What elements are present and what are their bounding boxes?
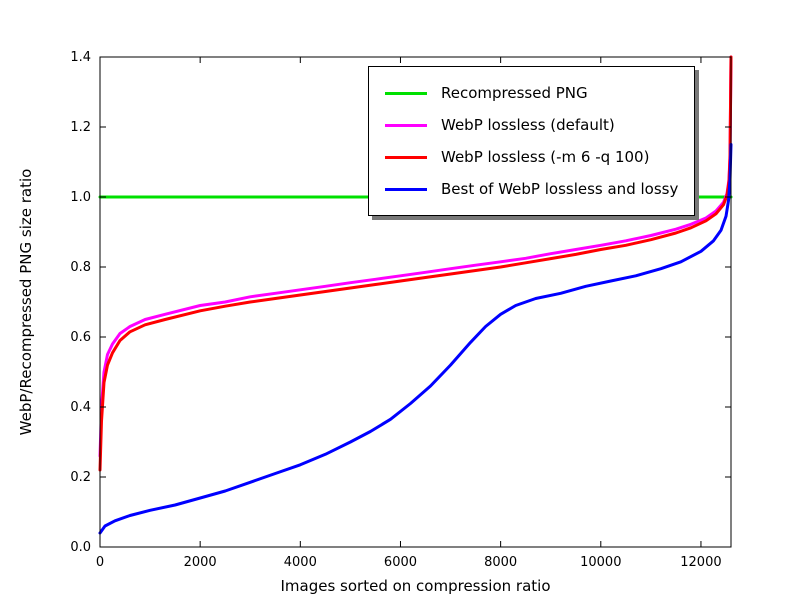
series-line-1 [98,55,733,458]
plot-frame [99,56,732,548]
legend-label: WebP lossless (default) [441,116,615,134]
y-tick-label: 0.2 [70,470,91,485]
y-tick-label: 1.4 [70,50,91,65]
x-tick-label: 0 [96,555,104,570]
y-tick-label: 1.2 [70,120,91,135]
legend-item: Best of WebP lossless and lossy [385,173,678,205]
legend-line-swatch [385,187,427,191]
y-axis-label: WebP/Recompressed PNG size ratio [17,168,35,436]
x-axis-label: Images sorted on compression ratio [280,577,551,595]
y-tick-label: 0.0 [70,540,91,555]
legend-item: WebP lossless (-m 6 -q 100) [385,141,678,173]
legend-line-swatch [385,123,427,127]
series-line-2 [98,55,733,472]
x-tick-label: 8000 [484,555,517,570]
x-tick-label: 6000 [384,555,417,570]
legend-label: Recompressed PNG [441,84,588,102]
x-tick-label: 2000 [184,555,217,570]
legend-line-swatch [385,155,427,159]
x-tick-label: 4000 [284,555,317,570]
legend-label: WebP lossless (-m 6 -q 100) [441,148,650,166]
x-tick-label: 10000 [580,555,621,570]
legend-item: Recompressed PNG [385,77,678,109]
y-tick-label: 0.6 [70,330,91,345]
legend-item: WebP lossless (default) [385,109,678,141]
series-line-3 [98,143,733,535]
legend: Recompressed PNG WebP lossless (default)… [368,66,696,216]
legend-line-swatch [385,91,427,95]
legend-label: Best of WebP lossless and lossy [441,180,679,198]
y-tick-label: 0.8 [70,260,91,275]
y-tick-label: 1.0 [70,190,91,205]
x-tick-label: 12000 [680,555,721,570]
y-tick-label: 0.4 [70,400,91,415]
